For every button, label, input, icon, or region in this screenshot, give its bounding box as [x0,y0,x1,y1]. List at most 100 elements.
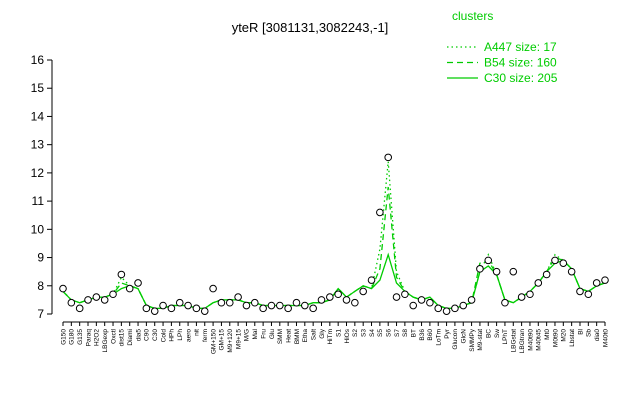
sample-point [359,287,367,296]
sample-point [492,267,501,276]
x-tick-label: M9+120 [227,329,234,353]
sample-point [376,208,384,217]
x-tick-label: S5 [377,329,384,337]
x-tick-label: S3 [360,329,367,337]
sample-point [142,304,151,313]
chart-title: yteR [3081131,3082243,-1] [232,20,389,35]
sample-point [276,301,284,310]
series-line [62,186,606,310]
sample-point [567,267,576,276]
x-tick-label: M9+15 [235,329,242,349]
x-tick-label: M20 [561,329,568,342]
legend-label: B54 size: 160 [484,56,557,70]
x-tick-label: Mt0 [544,329,551,340]
y-tick-label: 14 [31,109,45,123]
sample-point [109,290,117,299]
x-tick-label: Oxctl [110,328,117,343]
sample-point [234,293,242,301]
sample-point [192,304,201,313]
sample-point [417,296,426,304]
sample-point [517,293,526,301]
x-tick-label: Lbstat [569,329,576,347]
x-tick-label: HiTm [327,329,334,345]
sample-point [592,279,601,287]
sample-point [426,298,434,307]
x-tick-label: Etha [302,329,309,343]
sample-point [134,279,142,287]
x-tick-label: S1 [335,329,342,337]
legend-label: C30 size: 205 [484,71,558,85]
x-tick-label: Paraq [85,329,92,347]
sample-point [84,296,92,304]
sample-point [451,304,459,313]
x-tick-label: LoTm [436,329,443,346]
sample-point [476,265,484,273]
sample-point [75,304,84,313]
x-tick-label: S7 [394,329,401,337]
x-tick-label: M40t0 [602,329,609,347]
x-tick-label: GM+15 [219,329,226,351]
sample-point [351,298,359,307]
x-tick-label: Fru [260,329,267,339]
x-tick-label: ferm [202,329,209,342]
series-line [62,252,606,310]
x-tick-label: nit [194,329,201,336]
sample-point [309,304,317,313]
x-tick-label: S6 [386,329,393,337]
sample-point [284,304,292,313]
x-tick-label: BMM [294,329,301,344]
sample-point [551,256,559,265]
sample-point [292,298,301,307]
x-tick-label: S2 [352,329,359,337]
x-tick-label: Heat [285,329,292,343]
x-tick-label: HPh [169,329,176,342]
sample-point [150,307,159,315]
sample-point [601,276,609,284]
x-tick-label: B60 [427,329,434,341]
x-tick-label: G180 [69,329,76,345]
sample-point [259,304,267,313]
x-tick-label: G135 [77,329,84,345]
x-tick-label: SMM [277,329,284,344]
y-tick-label: 7 [37,307,44,321]
x-tick-label: M40t45 [536,329,543,351]
x-tick-label: Bl [577,328,584,334]
sample-point [67,298,76,307]
x-tick-label: HiOs [344,328,351,343]
series-line [62,161,606,310]
sample-point [442,307,451,315]
y-tick-label: 9 [37,251,44,265]
x-tick-label: LPh [177,329,184,341]
sample-point [326,293,334,301]
y-tick-label: 15 [31,81,45,95]
sample-point [59,284,67,293]
x-tick-label: BC [486,329,493,338]
sample-point [200,307,209,315]
sample-point [250,298,259,307]
sample-point [467,296,476,304]
sample-point [100,296,109,304]
sample-point [501,298,509,307]
sample-point [559,259,568,268]
x-tick-label: LBGexp [102,329,109,353]
sample-point [242,301,251,310]
x-tick-label: BT [411,329,418,337]
legend-label: A447 size: 17 [484,40,557,54]
x-tick-label: LPhT [502,329,509,345]
x-tick-label: B36 [419,329,426,341]
sample-point [301,301,309,310]
sample-point [526,290,534,299]
x-tick-label: aero [185,329,192,342]
y-tick-label: 10 [31,222,45,236]
x-tick-label: C30 [152,329,159,341]
x-tick-label: Cold [160,329,167,343]
legend-title: clusters [452,9,493,23]
sample-point [342,296,351,304]
sample-point [576,287,584,296]
x-tick-label: LBGstat [511,329,518,353]
x-tick-label: Gly [319,328,326,339]
x-tick-label: G150 [60,329,67,345]
x-tick-label: SMMPy [469,328,476,352]
sample-point [225,298,234,307]
